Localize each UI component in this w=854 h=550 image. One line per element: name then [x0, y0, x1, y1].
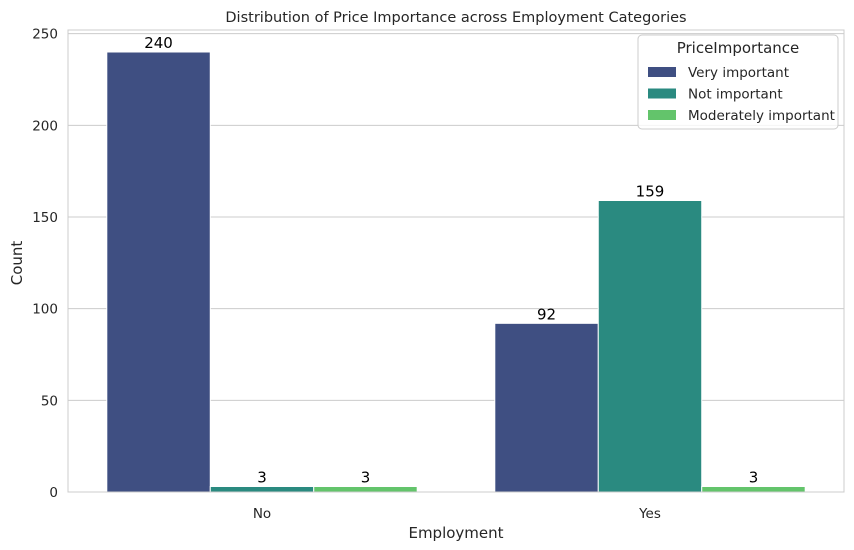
legend-box — [637, 34, 839, 130]
legend-swatch — [648, 88, 676, 99]
x-axis-label: Employment — [408, 524, 503, 542]
bar — [701, 486, 806, 493]
legend-item-label: Very important — [688, 65, 789, 81]
y-tick-label: 150 — [32, 210, 58, 226]
data-label: 3 — [257, 469, 267, 487]
bar — [597, 200, 703, 493]
y-axis-ticks: 0 50 100 150 200 250 — [32, 27, 58, 501]
legend-item-label: Moderately important — [688, 108, 835, 124]
data-label: 3 — [749, 469, 759, 487]
y-tick-label: 250 — [32, 27, 58, 43]
bar — [494, 322, 599, 493]
data-labels: 240 3 3 92 159 3 — [144, 34, 758, 487]
x-tick-label: No — [253, 506, 271, 522]
y-axis-label: Count — [8, 241, 26, 286]
y-tick-label: 100 — [32, 302, 58, 318]
legend-swatch — [648, 67, 676, 77]
bar — [106, 51, 211, 493]
data-label: 159 — [636, 183, 665, 201]
data-label: 92 — [537, 305, 556, 323]
legend: PriceImportance Very important Not import… — [637, 34, 839, 130]
bar — [209, 486, 315, 493]
legend-swatch — [648, 110, 676, 120]
y-tick-label: 200 — [32, 118, 58, 134]
chart-title: Distribution of Price Importance across … — [225, 10, 686, 26]
legend-title: PriceImportance — [677, 39, 800, 57]
bar — [313, 486, 418, 493]
legend-item-label: Not important — [688, 87, 783, 103]
y-tick-label: 50 — [41, 393, 58, 409]
x-axis-ticks: No Yes — [253, 506, 661, 522]
x-tick-label: Yes — [638, 506, 661, 522]
data-label: 3 — [361, 469, 371, 487]
y-tick-label: 0 — [49, 485, 58, 501]
plot-frame — [67, 29, 845, 493]
bars-group — [106, 51, 806, 493]
data-label: 240 — [144, 34, 173, 52]
